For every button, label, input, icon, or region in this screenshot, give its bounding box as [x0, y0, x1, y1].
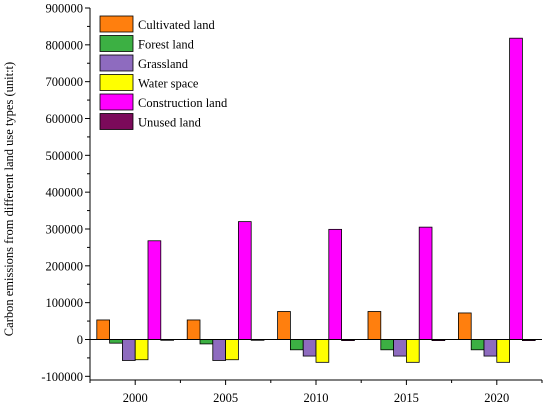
bar-construction-land-2005 [237, 221, 252, 340]
bar-forest-land-2015 [380, 339, 394, 351]
legend-label-forest-land: Forest land [138, 38, 195, 52]
x-tick-label: 2000 [123, 391, 148, 405]
legend-label-construction-land: Construction land [138, 96, 228, 110]
y-tick-label: 800000 [46, 38, 84, 52]
y-axis-label: Carbon emissions from different land use… [2, 62, 16, 336]
legend-swatch-forest-land [99, 35, 134, 52]
y-tick-label: 500000 [46, 149, 84, 163]
y-tick-label: 0 [77, 333, 83, 347]
bar-construction-land-2020 [509, 37, 523, 340]
y-tick-label: 100000 [46, 296, 84, 310]
y-tick-label: 300000 [46, 222, 84, 236]
bar-forest-land-2010 [289, 339, 304, 351]
legend-swatch-construction-land [99, 93, 134, 111]
bar-grassland-2015 [393, 339, 407, 357]
bar-grassland-2010 [302, 339, 317, 357]
legend-swatch-unused-land [99, 113, 134, 130]
legend-swatch-grassland [99, 54, 134, 72]
y-tick-label: 900000 [46, 2, 84, 16]
x-tick-label: 2020 [484, 391, 509, 405]
bar-cultivated-land-2010 [277, 311, 291, 340]
bar-water-space-2005 [225, 339, 239, 361]
bar-cultivated-land-2005 [186, 319, 201, 340]
bar-construction-land-2000 [147, 240, 162, 340]
legend-label-water-space: Water space [138, 77, 199, 91]
bar-water-space-2020 [496, 339, 510, 363]
y-tick-label: 700000 [46, 75, 84, 89]
y-tick-label: 600000 [46, 112, 84, 126]
legend-label-grassland: Grassland [138, 57, 189, 71]
bar-water-space-2010 [315, 339, 330, 363]
bar-grassland-2020 [483, 339, 498, 357]
bar-grassland-2005 [212, 339, 227, 361]
legend: Cultivated land Forest land Grassland Water… [99, 15, 228, 130]
bar-water-space-2000 [134, 339, 149, 361]
legend-label-unused-land: Unused land [138, 116, 202, 130]
axes-group: -100000 0 100000 200000 300000 400000 500000 60… [41, 2, 543, 405]
y-tick-label: 400000 [46, 186, 84, 200]
legend-label-cultivated-land: Cultivated land [138, 18, 215, 32]
x-tick-label: 2015 [394, 391, 419, 405]
bar-water-space-2015 [405, 339, 420, 363]
bar-forest-land-2000 [109, 339, 123, 344]
bar-construction-land-2010 [328, 228, 342, 340]
x-tick-label: 2010 [304, 391, 329, 405]
bar-cultivated-land-2015 [367, 311, 382, 340]
bar-grassland-2000 [122, 339, 136, 361]
bar-forest-land-2020 [470, 339, 485, 351]
y-tick-label: 200000 [46, 259, 84, 273]
bar-forest-land-2005 [199, 339, 214, 345]
bar-cultivated-land-2020 [457, 312, 472, 340]
legend-swatch-water-space [99, 74, 134, 91]
bar-construction-land-2015 [418, 226, 433, 340]
y-tick-label: -100000 [41, 370, 83, 384]
legend-swatch-cultivated-land [99, 15, 134, 33]
bar-cultivated-land-2000 [96, 319, 111, 340]
x-tick-label: 2005 [213, 391, 238, 405]
